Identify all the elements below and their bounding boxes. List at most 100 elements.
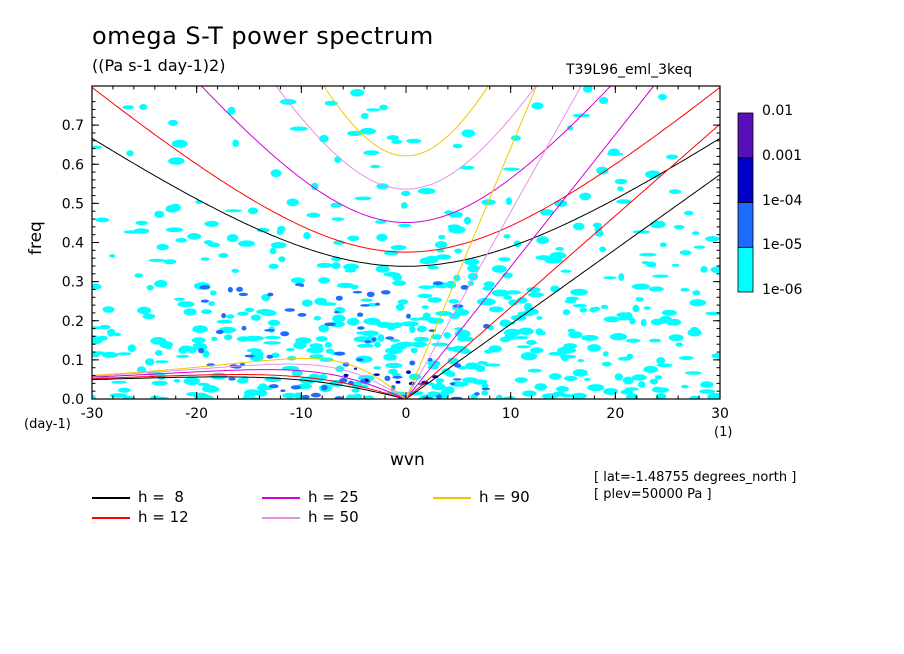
power-blob [226, 234, 239, 243]
power-blob [357, 343, 374, 348]
power-blob [562, 309, 571, 316]
colorbar-segment [737, 246, 754, 293]
colorbar-segment [737, 157, 754, 203]
power-blob [270, 169, 282, 178]
power-blob-strong [449, 382, 456, 386]
power-blob [601, 361, 612, 367]
power-blob [373, 366, 382, 370]
power-blob [567, 125, 574, 131]
power-blob [668, 334, 684, 342]
power-blob [540, 209, 554, 216]
power-blob [631, 374, 647, 381]
power-blob [522, 352, 533, 359]
power-blob [386, 322, 396, 331]
power-blob-strong [432, 281, 444, 286]
power-blob-peak [354, 367, 357, 370]
power-blob [700, 266, 708, 273]
colorbar-label: 1e-04 [762, 192, 803, 209]
power-blob [505, 290, 522, 295]
legend-item: h = 90 [433, 488, 563, 506]
power-blob [92, 283, 102, 290]
power-blob [264, 335, 281, 340]
colorbar-segment [737, 112, 754, 159]
power-blob [527, 292, 545, 298]
power-blob [191, 337, 206, 344]
power-blob [478, 298, 496, 306]
power-blob [145, 358, 155, 366]
power-blob [313, 315, 322, 321]
power-blob-strong [334, 310, 340, 314]
power-blob [417, 293, 433, 299]
power-blob [270, 242, 287, 249]
x-axis-unit: (1) [714, 425, 733, 440]
power-blob [171, 139, 188, 148]
power-blob [483, 363, 501, 367]
power-blob-strong [357, 312, 364, 317]
power-blob-strong [364, 340, 372, 344]
power-blob [587, 344, 602, 352]
power-blob [303, 232, 311, 240]
power-blob [290, 277, 306, 284]
power-blob [446, 346, 454, 351]
rossby-curve [92, 374, 407, 399]
power-blob-strong [227, 286, 233, 293]
y-tick-label: 0.6 [62, 157, 84, 173]
power-blob [232, 139, 239, 147]
power-blob [543, 395, 551, 399]
power-blob [360, 112, 369, 120]
power-blob [226, 314, 235, 319]
power-blob [503, 295, 512, 300]
power-blob [531, 102, 544, 110]
power-blob [483, 281, 495, 288]
power-blob [626, 393, 639, 399]
power-blob [309, 354, 324, 359]
colorbar-label: 1e-05 [762, 237, 803, 254]
power-blob [122, 105, 135, 110]
power-blob [218, 253, 229, 258]
power-blob [343, 263, 360, 271]
power-blob [577, 359, 585, 363]
power-blob [602, 351, 609, 357]
power-blob [231, 268, 239, 273]
power-blob-strong [241, 325, 247, 331]
power-blob [459, 348, 471, 354]
power-blob [177, 301, 195, 308]
power-blob [154, 280, 168, 288]
power-blob [427, 364, 439, 370]
power-blob [331, 217, 345, 221]
power-blob [391, 372, 401, 377]
power-blob-peak [432, 375, 439, 379]
power-blob [243, 393, 250, 399]
power-blob-strong [375, 302, 380, 306]
power-blob [606, 152, 624, 156]
power-blob [316, 262, 333, 268]
power-blob [278, 256, 286, 263]
power-blob [658, 93, 667, 101]
power-blob [244, 307, 255, 313]
power-blob [599, 246, 607, 253]
power-blob [324, 342, 333, 348]
power-blob [285, 348, 295, 352]
power-blob [113, 332, 122, 337]
power-blob [564, 375, 578, 381]
power-blob [347, 317, 360, 326]
power-blob [526, 340, 537, 345]
legend-item: h = 50 [262, 508, 392, 526]
power-blob [603, 316, 620, 323]
power-blob [655, 393, 667, 399]
inertia-gravity-curve [92, 137, 720, 267]
power-blob [464, 258, 480, 266]
y-tick-label: 0.1 [62, 353, 84, 369]
power-blob [366, 108, 381, 112]
power-blob [336, 282, 354, 288]
power-blob [276, 228, 284, 235]
power-blob [211, 336, 218, 341]
power-blob [461, 129, 476, 138]
inertia-gravity-curve [200, 86, 612, 223]
power-blob [397, 299, 409, 305]
power-blob [385, 362, 403, 369]
power-blob [530, 347, 544, 354]
power-blob [618, 356, 632, 361]
power-blob [705, 311, 720, 316]
power-blob [375, 220, 387, 224]
